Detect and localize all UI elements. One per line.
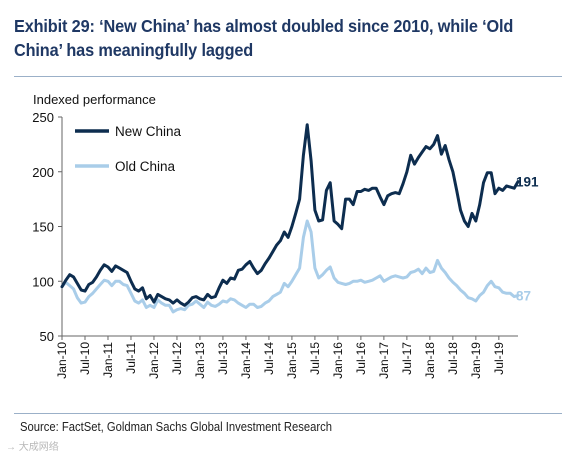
legend-label: Old China	[115, 159, 176, 174]
footer-divider	[14, 413, 562, 414]
legend-label: New China	[115, 124, 182, 139]
series-line-old-china	[60, 219, 520, 314]
y-tick-label: 100	[32, 274, 54, 289]
x-tick-label: Jul-10	[78, 342, 92, 375]
y-axis-label: Indexed performance	[33, 92, 156, 107]
x-tick-label: Jul-11	[124, 342, 138, 374]
x-tick-label: Jan-10	[55, 342, 69, 379]
legend: New China Old China	[75, 124, 182, 174]
x-tick-label: Jan-15	[285, 342, 299, 379]
x-tick-label: Jul-15	[308, 342, 322, 375]
y-tick-label: 50	[40, 329, 54, 344]
y-tick-label: 200	[32, 165, 54, 180]
y-tick-label: 250	[32, 110, 54, 125]
x-tick-label: Jul-13	[216, 342, 230, 375]
x-tick-label: Jul-14	[262, 342, 276, 375]
source-note: Source: FactSet, Goldman Sachs Global In…	[20, 420, 333, 434]
x-tick-label: Jan-12	[147, 342, 161, 379]
x-tick-label: Jan-13	[193, 342, 207, 379]
x-tick-label: Jan-19	[469, 342, 483, 379]
series-lines: 191 87	[60, 123, 539, 314]
x-tick-label: Jan-11	[101, 342, 115, 378]
chart-title: Exhibit 29: ‘New China’ has almost doubl…	[14, 16, 514, 60]
x-tick-label: Jan-14	[239, 342, 253, 379]
title-divider	[14, 76, 562, 77]
x-tick-label: Jul-19	[492, 342, 506, 375]
x-tick-label: Jul-16	[354, 342, 368, 375]
x-tick-label: Jan-18	[423, 342, 437, 379]
x-tick-label: Jan-16	[331, 342, 345, 379]
end-value-label: 87	[516, 288, 531, 303]
y-tick-label: 150	[32, 220, 54, 235]
x-tick-label: Jul-18	[446, 342, 460, 375]
end-value-label: 191	[516, 175, 539, 190]
x-tick-label: Jul-12	[170, 342, 184, 375]
axes: 50 100 150 200 250 Jan-10 Jul-10 Jan-11 Jul-11 Ja…	[32, 110, 518, 379]
x-tick-label: Jan-17	[377, 342, 391, 379]
series-line-new-china	[60, 123, 520, 307]
x-tick-label: Jul-17	[400, 342, 414, 375]
watermark: → 大成网络	[6, 442, 59, 453]
